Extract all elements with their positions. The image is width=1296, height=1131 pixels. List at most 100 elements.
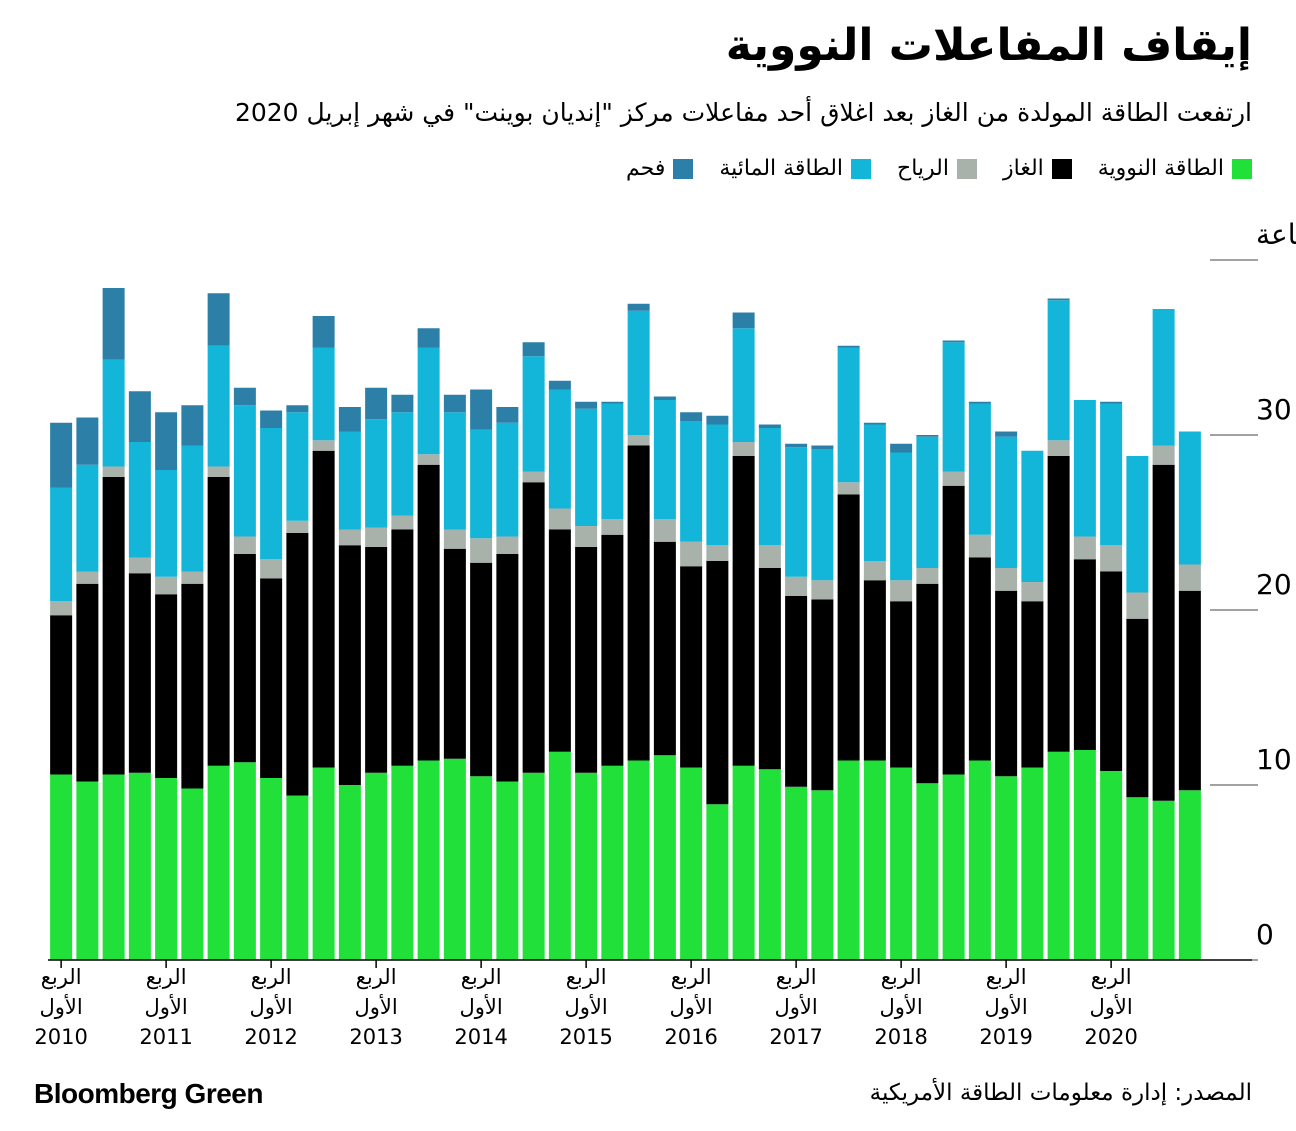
- bar-segment: [496, 554, 519, 782]
- bar-segment: [128, 573, 151, 773]
- bar-segment: [706, 424, 729, 546]
- bar-segment: [443, 758, 466, 960]
- bar-segment: [312, 347, 335, 441]
- bar-segment: [863, 580, 886, 761]
- chart-subtitle: ارتفعت الطاقة المولدة من الغاز بعد اغلاق…: [234, 98, 1252, 127]
- bar-segment: [863, 561, 886, 581]
- bar-segment: [811, 790, 834, 960]
- bar-segment: [181, 445, 204, 572]
- bar-segment: [260, 559, 283, 579]
- bar-segment: [785, 443, 808, 448]
- bar-segment: [732, 442, 755, 456]
- bar-segment: [680, 541, 703, 567]
- bar-segment: [837, 482, 860, 495]
- bar-segment: [706, 415, 729, 425]
- x-tick-label: الربع الأول 2015: [559, 965, 613, 1049]
- bar-segment: [102, 466, 125, 477]
- legend-label: الرياح: [897, 156, 949, 181]
- bar-segment: [1021, 582, 1044, 602]
- bar-segment: [286, 412, 309, 521]
- bar-segment: [1047, 456, 1070, 752]
- bar-segment: [916, 583, 939, 784]
- bar-segment: [811, 445, 834, 449]
- bar-segment: [155, 412, 178, 470]
- bar-segment: [916, 783, 939, 960]
- bar-segment: [968, 557, 991, 761]
- bar-segment: [338, 529, 361, 546]
- bar-segment: [575, 772, 598, 960]
- bar-segment: [758, 568, 781, 770]
- bar-segment: [365, 419, 388, 528]
- legend-item: الرياح: [897, 156, 977, 181]
- brand: Bloomberg Green: [34, 1078, 263, 1109]
- bar-segment: [1126, 797, 1149, 960]
- bar-segment: [417, 328, 440, 348]
- bar-segment: [181, 571, 204, 584]
- legend-label: فحم: [625, 156, 666, 181]
- bar-segment: [575, 547, 598, 773]
- bar-segment: [732, 328, 755, 442]
- bar-segment: [155, 594, 178, 778]
- bar-segment: [916, 568, 939, 584]
- bar-segment: [496, 407, 519, 423]
- bar-segment: [837, 347, 860, 483]
- legend-item: الطاقة النووية: [1098, 156, 1252, 181]
- legend-label: الغاز: [1003, 156, 1044, 181]
- bar-segment: [207, 466, 230, 477]
- y-tick-label: 10: [1256, 743, 1292, 776]
- bar-segment: [1073, 750, 1096, 960]
- bar-segment: [811, 449, 834, 581]
- bar-segment: [785, 447, 808, 577]
- bar-segment: [758, 428, 781, 546]
- chart-title: إيقاف المفاعلات النووية: [725, 20, 1252, 71]
- bar-segment: [522, 471, 545, 483]
- bar-segment: [1100, 571, 1123, 771]
- x-tick-label: الربع الأول 2019: [979, 965, 1033, 1049]
- bar-segment: [1126, 592, 1149, 619]
- bar-segment: [732, 456, 755, 766]
- legend-item: الغاز: [1003, 156, 1072, 181]
- bar-segment: [522, 356, 545, 472]
- bar-segment: [1152, 464, 1175, 801]
- x-tick-label: الربع الأول 2011: [139, 965, 193, 1049]
- bar-segment: [785, 576, 808, 596]
- bar-segment: [863, 422, 886, 425]
- bar-segment: [1073, 536, 1096, 560]
- bar-segment: [863, 760, 886, 960]
- bar-segment: [76, 571, 99, 584]
- bar-segment: [155, 778, 178, 960]
- legend-item: الطاقة المائية: [719, 156, 872, 181]
- legend-label: الطاقة المائية: [719, 156, 844, 181]
- legend-swatch: [673, 159, 694, 179]
- bar-segment: [758, 545, 781, 568]
- bar-segment: [1073, 559, 1096, 750]
- bar-segment: [128, 772, 151, 960]
- bar-segment: [443, 412, 466, 530]
- bar-segment: [286, 795, 309, 960]
- bar-segment: [995, 431, 1018, 437]
- bar-segment: [811, 599, 834, 791]
- bar-segment: [391, 765, 414, 960]
- bar-segment: [890, 580, 913, 602]
- bar-segment: [365, 527, 388, 547]
- bar-segment: [1178, 564, 1201, 591]
- bar-segment: [1100, 401, 1123, 404]
- bar-segment: [1047, 440, 1070, 456]
- bar-segment: [233, 387, 256, 406]
- bar-segment: [706, 561, 729, 805]
- bar-segment: [968, 760, 991, 960]
- bar-segment: [286, 520, 309, 533]
- bar-segment: [312, 440, 335, 451]
- bar-segment: [601, 401, 624, 404]
- bar-segment: [1178, 431, 1201, 565]
- bar-segment: [128, 391, 151, 442]
- bar-segment: [1152, 445, 1175, 465]
- y-tick-label: 0: [1256, 918, 1274, 951]
- bar-segment: [601, 403, 624, 519]
- bar-segment: [312, 767, 335, 960]
- bar-segment: [890, 601, 913, 768]
- legend-swatch: [957, 159, 977, 179]
- bar-segment: [76, 583, 99, 782]
- bar-segment: [653, 541, 676, 756]
